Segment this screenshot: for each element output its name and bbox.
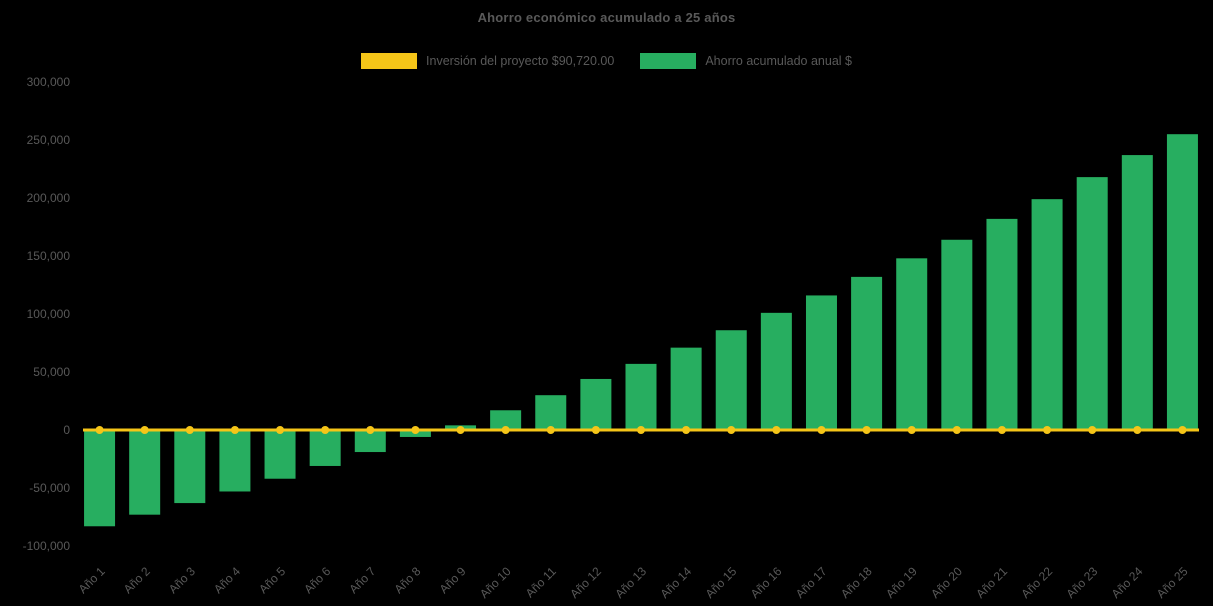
y-tick-label: 250,000 (27, 133, 71, 147)
investment-marker-15 (727, 426, 736, 434)
investment-marker-23 (1088, 426, 1097, 434)
x-tick-label: Año 25 (1154, 564, 1191, 601)
x-tick-label: Año 15 (703, 564, 740, 601)
investment-marker-18 (862, 426, 871, 434)
x-tick-label: Año 8 (391, 564, 423, 596)
investment-marker-3 (185, 426, 194, 434)
investment-marker-14 (682, 426, 691, 434)
investment-marker-12 (591, 426, 600, 434)
investment-marker-24 (1133, 426, 1142, 434)
bar-año-6 (309, 430, 341, 466)
x-tick-label: Año 4 (211, 564, 243, 596)
investment-marker-13 (637, 426, 645, 434)
x-tick-label: Año 23 (1064, 564, 1101, 601)
savings-swatch (640, 53, 697, 69)
x-tick-label: Año 14 (657, 564, 694, 601)
y-tick-label: 200,000 (27, 191, 71, 205)
legend-label-savings: Ahorro acumulado anual $ (705, 54, 852, 68)
x-tick-label: Año 1 (76, 564, 108, 596)
bar-año-23 (1076, 177, 1108, 430)
bar-año-20 (941, 239, 973, 430)
investment-marker-11 (546, 426, 555, 434)
x-tick-label: Año 12 (567, 564, 604, 601)
x-tick-label: Año 24 (1109, 564, 1146, 601)
investment-marker-2 (140, 426, 149, 434)
investment-marker-7 (366, 426, 375, 434)
x-tick-label: Año 16 (748, 564, 785, 601)
legend-label-investment: Inversión del proyecto $90,720.00 (426, 54, 615, 68)
bar-año-2 (129, 430, 161, 515)
y-tick-label: 300,000 (27, 75, 71, 89)
x-tick-label: Año 11 (523, 564, 559, 600)
investment-marker-10 (501, 426, 510, 434)
investment-marker-19 (907, 426, 916, 434)
investment-marker-9 (456, 426, 465, 434)
bar-año-4 (219, 430, 251, 492)
bar-año-13 (625, 363, 657, 430)
investment-marker-21 (997, 426, 1006, 434)
bar-año-19 (896, 258, 928, 430)
bar-año-1 (84, 430, 116, 527)
x-tick-label: Año 19 (883, 564, 920, 601)
chart-title: Ahorro económico acumulado a 25 años (477, 10, 736, 25)
bar-año-24 (1121, 155, 1153, 430)
bar-año-16 (760, 312, 792, 430)
investment-marker-6 (321, 426, 330, 434)
x-tick-label: Año 9 (437, 564, 469, 596)
legend: Inversión del proyecto $90,720.00 Ahorro… (0, 53, 1213, 69)
y-tick-label: 100,000 (27, 307, 71, 321)
y-tick-label: 150,000 (27, 249, 71, 263)
bar-año-3 (174, 430, 206, 504)
bar-año-17 (805, 295, 837, 430)
x-tick-label: Año 3 (166, 564, 198, 596)
investment-marker-4 (230, 426, 239, 434)
investment-marker-17 (817, 426, 826, 434)
x-tick-label: Año 7 (346, 564, 378, 596)
investment-marker-22 (1043, 426, 1052, 434)
y-tick-label: -100,000 (23, 539, 71, 553)
legend-item-investment: Inversión del proyecto $90,720.00 (361, 53, 614, 69)
x-tick-label: Año 18 (838, 564, 875, 601)
y-tick-label: -50,000 (29, 481, 70, 495)
bar-año-12 (580, 378, 612, 430)
x-tick-label: Año 2 (121, 564, 153, 596)
x-tick-label: Año 10 (477, 564, 514, 601)
y-tick-label: 50,000 (33, 365, 70, 379)
bar-año-15 (715, 330, 747, 430)
investment-marker-16 (772, 426, 781, 434)
x-tick-label: Año 21 (973, 564, 1010, 601)
bar-año-5 (264, 430, 296, 479)
investment-marker-20 (952, 426, 961, 434)
bar-año-14 (670, 347, 702, 430)
bar-año-7 (354, 430, 386, 453)
bar-año-25 (1166, 134, 1198, 430)
bar-año-21 (986, 218, 1018, 430)
investment-marker-1 (95, 426, 104, 434)
x-tick-label: Año 22 (1018, 564, 1055, 601)
x-tick-label: Año 13 (612, 564, 649, 601)
x-tick-label: Año 20 (928, 564, 965, 601)
bar-año-18 (851, 276, 883, 430)
investment-swatch (361, 53, 418, 69)
x-tick-label: Año 5 (256, 564, 288, 596)
x-tick-label: Año 17 (793, 564, 830, 601)
bar-año-11 (535, 395, 567, 430)
legend-item-savings: Ahorro acumulado anual $ (640, 53, 852, 69)
x-tick-label: Año 6 (301, 564, 333, 596)
bar-año-22 (1031, 199, 1063, 430)
investment-marker-25 (1178, 426, 1187, 434)
bar-año-10 (490, 410, 522, 430)
investment-marker-8 (411, 426, 420, 434)
investment-marker-5 (276, 426, 285, 434)
y-tick-label: 0 (63, 423, 70, 437)
